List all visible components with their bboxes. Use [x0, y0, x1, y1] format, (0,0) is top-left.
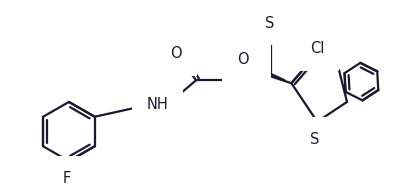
Text: O: O [244, 52, 256, 67]
Text: O: O [170, 46, 182, 61]
Text: F: F [63, 171, 71, 186]
Text: NH: NH [146, 97, 168, 112]
Text: O: O [236, 52, 248, 67]
Text: Cl: Cl [309, 41, 324, 56]
Text: S: S [309, 132, 318, 147]
Text: S: S [264, 15, 274, 31]
